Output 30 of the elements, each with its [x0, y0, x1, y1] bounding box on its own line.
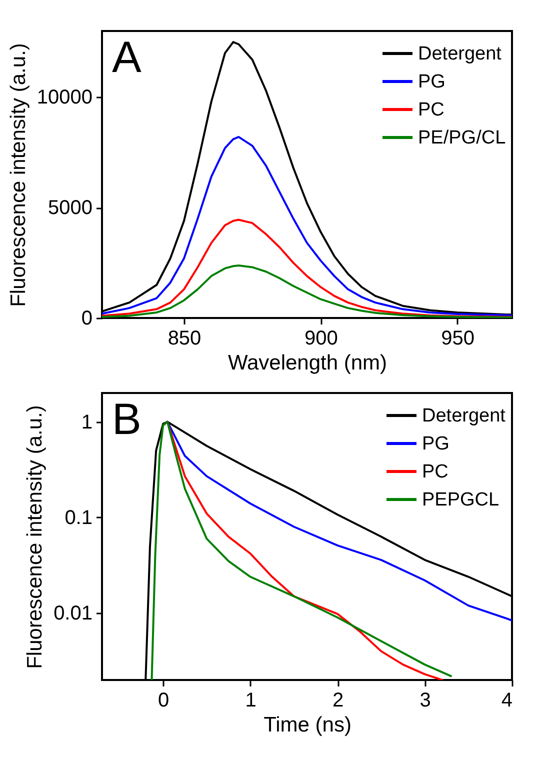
legend-label: Detergent	[422, 406, 506, 426]
y-axis-title: Fluorescence intensity (a.u.)	[24, 405, 47, 669]
x-tick-label: 4	[501, 690, 512, 712]
annotation: B	[112, 395, 142, 444]
y-tick-label: 0	[81, 308, 92, 330]
x-tick-label: 850	[168, 328, 202, 350]
legend-label: PG	[418, 72, 446, 92]
y-tick-label: 0.1	[64, 506, 92, 529]
x-axis-title: Wavelength (nm)	[228, 352, 388, 374]
y-tick-label: 10000	[36, 86, 92, 109]
y-axis-title: Fluorescence intensity (a.u.)	[6, 43, 30, 307]
legend-label: PE/PG/CL	[418, 128, 506, 148]
line-series	[102, 264, 512, 318]
y-tick-label: 0.01	[54, 602, 92, 625]
y-tick-label: 1	[81, 411, 92, 434]
x-tick-label: 0	[158, 690, 170, 712]
line-series	[102, 218, 512, 318]
legend-label: PC	[418, 100, 444, 120]
x-tick-label: 3	[420, 690, 431, 712]
x-axis-title: Time (ns)	[264, 714, 352, 736]
x-tick-label: 2	[332, 690, 344, 712]
legend-label: PC	[422, 462, 448, 482]
x-tick-label: 950	[441, 328, 475, 350]
legend-label: PG	[422, 434, 450, 454]
x-tick-label: 900	[304, 328, 338, 350]
y-tick-label: 5000	[48, 197, 92, 220]
legend-label: PEPGCL	[422, 490, 500, 510]
x-tick-label: 1	[245, 690, 256, 712]
annotation: A	[112, 33, 142, 82]
legend-label: Detergent	[418, 44, 502, 64]
